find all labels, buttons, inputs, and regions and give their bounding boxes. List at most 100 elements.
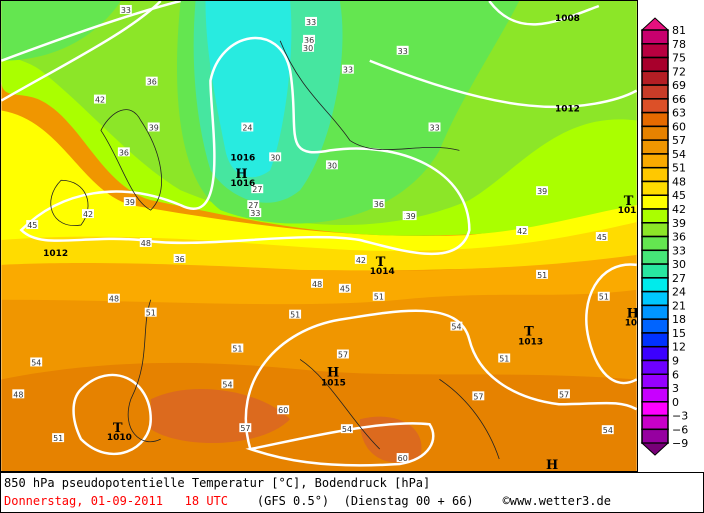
high-pressure-marker: H [235,167,247,182]
legend-label: 48 [672,175,686,188]
contour-label-text: 57 [240,424,250,433]
contour-label-text: 51 [53,434,63,443]
legend-color-box [641,153,669,169]
contour-label-text: 48 [13,390,23,399]
high-pressure-value: 1015 [321,378,346,388]
contour-labels: 3336363942363933333330302733363939424245… [12,4,614,463]
isobar-label: 1012 [555,105,580,115]
legend-color-box [641,166,669,183]
contour-label-text: 54 [451,323,461,332]
legend-label: 69 [672,79,686,92]
contour-label-text: 51 [374,293,384,302]
contour-label-text: 33 [250,209,260,218]
legend-label: −9 [672,437,688,450]
legend-label: 60 [672,120,686,133]
contour-label-text: 54 [603,426,613,435]
contour-label-text: 51 [499,354,509,363]
contour-label: 48 [107,293,120,304]
legend-label: 36 [672,231,686,244]
contour-label: 45 [595,232,608,242]
legend-label: 42 [672,203,686,216]
map-info-line: Donnerstag, 01-09-2011 18 UTC (GFS 0.5°)… [4,494,611,508]
legend-label: 30 [672,258,686,271]
contour-label-text: 57 [473,392,483,401]
legend-color-box [641,414,669,431]
legend-color-box [641,125,669,141]
high-pressure-marker: H [627,307,638,322]
contour-label-text: 39 [149,123,159,132]
zone-yellow-42 [1,110,637,251]
legend-color-box [641,29,669,45]
low-pressure-marker: T [376,255,386,270]
contour-label: 36 [173,253,186,264]
legend-label: 81 [672,24,686,37]
contour-label-text: 33 [343,66,353,75]
legend-color-box [641,222,669,238]
legend-color-box [641,208,669,224]
contour-label: 36 [145,76,158,87]
contour-label: 48 [139,237,152,248]
contour-label-text: 45 [27,221,37,230]
contour-label-text: 48 [141,239,151,248]
legend-color-box [641,194,669,210]
isobar-label: 1012 [43,249,68,259]
low-pressure-value: 1010 [107,433,132,443]
contour-label-text: 36 [119,148,129,157]
legend-color-box [641,318,669,334]
contour-label-text: 33 [430,123,440,132]
color-scale-legend: 8178757269666360575451484542393633302724… [640,17,688,456]
high-pressure-value: 1016 [230,179,255,189]
contour-label: 36 [303,34,316,45]
legend-color-box [641,359,669,376]
zone-cyan-24 [205,1,292,178]
contour-label: 45 [26,220,39,230]
isobar-label: 1016 [230,153,255,163]
legend-color-box [641,139,669,155]
contour-label-text: 39 [406,212,416,221]
legend-label: 45 [672,189,686,202]
legend-label: 33 [672,244,686,257]
legend-label: 18 [672,313,686,326]
contour-label: 33 [428,122,441,132]
high-pressure-value: 10 [625,319,637,329]
contour-label-text: 51 [290,311,300,320]
legend-label: 39 [672,217,686,230]
contour-label: 51 [372,291,385,302]
pressure-centers: H 1016 T 1014 T 1013 H 1015 T 1010 T 101… [107,167,638,471]
isobar-labels: 1008 1012 1016 1012 [43,14,580,259]
legend-label: 78 [672,38,686,51]
legend-label: 24 [672,286,686,299]
legend-label: 27 [672,272,686,285]
contour-label: 51 [498,353,511,363]
legend-label: 72 [672,65,686,78]
contour-label: 57 [472,391,485,401]
legend-color-box [641,277,669,293]
legend-label: 12 [672,341,686,354]
contour-label-text: 33 [306,18,316,27]
contour-label-text: 30 [270,153,280,162]
legend-color-box [641,387,669,403]
contour-label: 54 [601,425,614,435]
contour-label-text: 36 [374,200,384,209]
low-pressure-marker: T [524,325,534,340]
contour-label: 60 [277,405,290,415]
zone-hot-spot-2 [359,416,422,463]
contour-label: 33 [341,64,354,75]
contour-label: 48 [311,278,323,289]
legend-label: 63 [672,107,686,120]
contour-label-text: 51 [599,293,609,302]
contour-label: 51 [536,269,549,280]
legend-color-box [641,428,669,444]
map-caption: 850 hPa pseudopotentielle Temperatur [°C… [0,472,704,513]
contour-label: 36 [117,147,130,157]
contour-label-text: 54 [342,425,352,434]
contour-label: 54 [450,321,463,332]
legend-label: 0 [672,396,679,409]
contour-label: 60 [396,453,409,463]
legend-color-box [641,56,669,73]
legend-label: 21 [672,299,686,312]
legend-color-box [641,180,669,196]
legend-label: 66 [672,93,686,106]
contour-label: 30 [302,42,315,53]
forecast-time: 18 UTC [184,494,228,508]
